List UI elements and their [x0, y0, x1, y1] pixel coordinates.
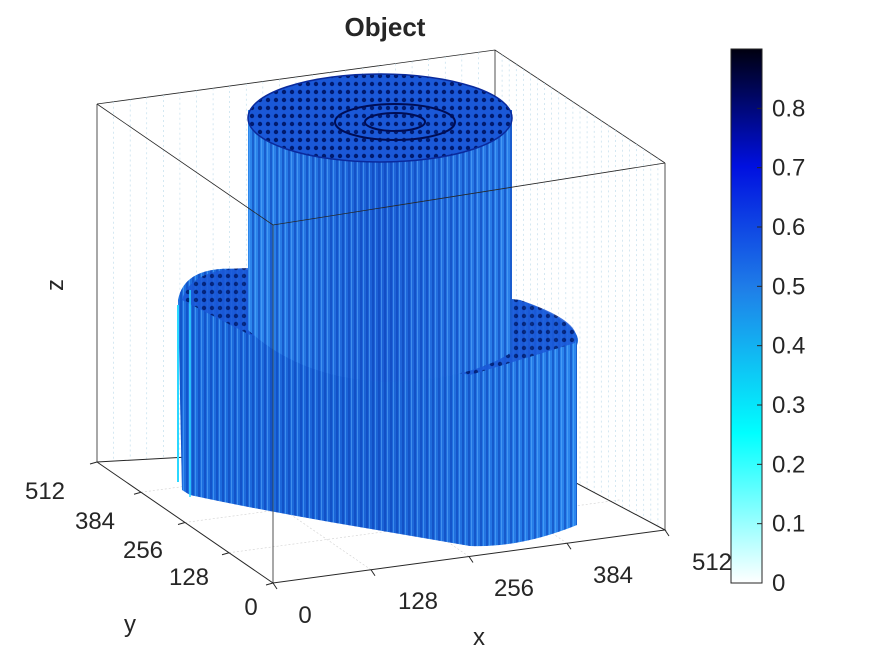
colorbar-tick-label: 0.3 [772, 392, 805, 419]
x-tick-mark [468, 556, 474, 563]
colorbar-ticks: 0 0.1 0.2 0.3 0.4 0.5 0.6 0.7 0.8 [757, 95, 805, 597]
colorbar-tick-label: 0.2 [772, 451, 805, 478]
x-tick-mark [566, 542, 572, 550]
z-axis-label: z [42, 279, 69, 291]
y-tick-mark [177, 522, 186, 525]
colorbar: 0 0.1 0.2 0.3 0.4 0.5 0.6 0.7 0.8 [730, 48, 805, 597]
y-tick-256: 256 [123, 537, 163, 564]
colorbar-tick-label: 0.6 [772, 214, 805, 241]
colorbar-tick-label: 0.8 [772, 95, 805, 122]
y-tick-mark [133, 491, 142, 495]
colorbar-tick-label: 0.1 [772, 511, 805, 538]
x-axis-label: x [473, 624, 485, 651]
chart-title: Object [345, 12, 426, 42]
x-tick-0: 0 [298, 602, 311, 629]
colorbar-tick-label: 0.4 [772, 333, 805, 360]
y-tick-labels: 0 128 256 384 512 [25, 478, 258, 621]
x-tick-labels: 0 128 256 384 512 [298, 549, 732, 629]
y-tick-mark [221, 552, 230, 556]
axes-box-front [96, 103, 666, 583]
x-tick-384: 384 [593, 562, 633, 589]
x-tick-256: 256 [494, 575, 534, 602]
x-tick-mark [272, 582, 278, 590]
y-tick-mark [265, 582, 274, 586]
x-tick-mark [664, 529, 670, 537]
x-tick-128: 128 [398, 588, 438, 615]
y-tick-512: 512 [25, 478, 65, 505]
colorbar-tick-label: 0 [772, 570, 785, 597]
colorbar-tick-label: 0.7 [772, 155, 805, 182]
y-tick-384: 384 [75, 508, 115, 535]
y-tick-128: 128 [169, 564, 209, 591]
x-tick-512: 512 [692, 549, 732, 576]
y-tick-mark [89, 461, 98, 465]
colorbar-gradient [730, 48, 763, 584]
y-tick-0: 0 [244, 594, 257, 621]
top-cylinder [247, 73, 513, 382]
x-tick-mark [370, 569, 376, 577]
colorbar-tick-label: 0.5 [772, 273, 805, 300]
y-axis-label: y [124, 611, 136, 638]
tick-marks [89, 461, 670, 590]
